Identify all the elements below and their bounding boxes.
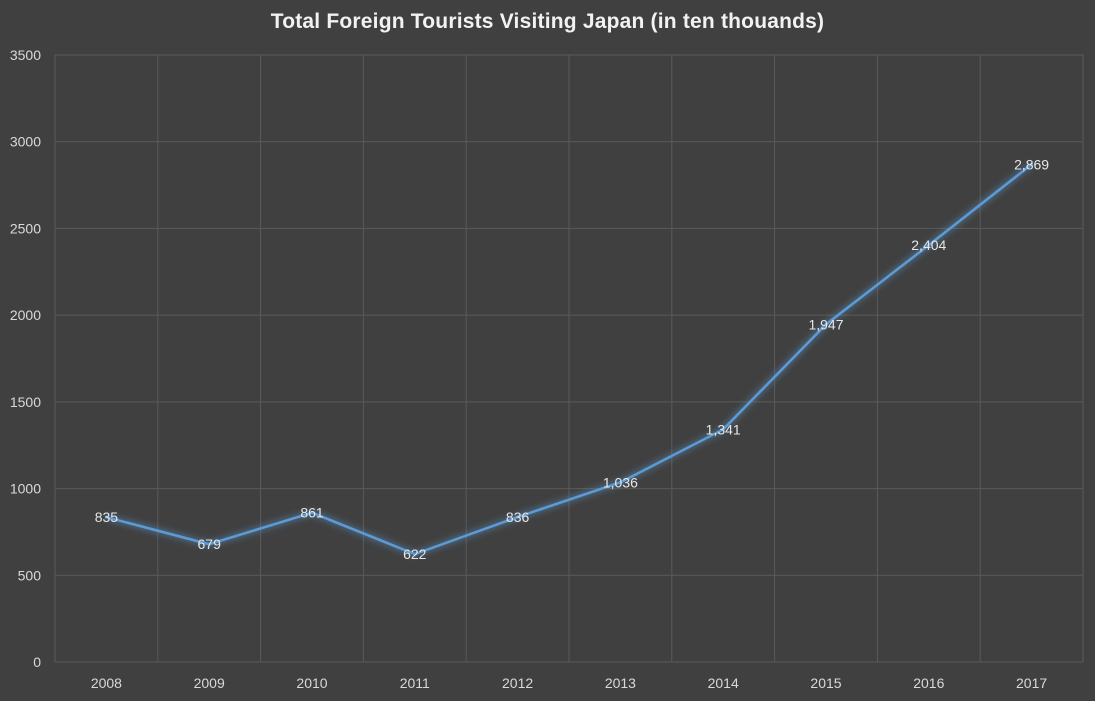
- y-tick-label: 0: [33, 654, 41, 670]
- y-tick-label: 2500: [10, 220, 41, 236]
- data-label: 861: [300, 505, 324, 521]
- data-point: [721, 427, 725, 431]
- y-axis: 0 500 1000 1500 2000 2500 3000 3500: [10, 47, 41, 670]
- data-point: [413, 552, 417, 556]
- grid: [54, 54, 1084, 663]
- x-tick-label: 2015: [810, 675, 841, 691]
- x-tick-label: 2016: [913, 675, 944, 691]
- data-label: 1,947: [808, 316, 843, 332]
- y-tick-label: 500: [18, 567, 42, 583]
- data-point: [207, 542, 211, 546]
- x-tick-label: 2010: [296, 675, 327, 691]
- data-point: [1030, 162, 1034, 166]
- data-label: 836: [506, 509, 530, 525]
- y-tick-label: 3500: [10, 47, 41, 63]
- data-label: 835: [95, 509, 119, 525]
- chart-title: Total Foreign Tourists Visiting Japan (i…: [270, 10, 825, 33]
- x-tick-label: 2011: [400, 675, 430, 691]
- data-point: [618, 480, 622, 484]
- data-label: 2,869: [1014, 156, 1049, 172]
- series-layer: [104, 162, 1034, 556]
- x-axis: 2008 2009 2010 2011 2012 2013 2014 2015 2016 2017: [91, 675, 1048, 691]
- y-tick-label: 2000: [10, 307, 41, 323]
- y-tick-label: 3000: [10, 134, 41, 150]
- data-point: [927, 243, 931, 247]
- data-label: 679: [198, 536, 222, 552]
- y-tick-label: 1500: [10, 394, 41, 410]
- x-tick-label: 2014: [708, 675, 739, 691]
- data-point: [516, 515, 520, 519]
- data-label: 622: [403, 546, 427, 562]
- data-labels: 835 679 861 622 836 1,036 1,341 1,947 2,404 2,869: [95, 156, 1050, 562]
- series-line: [106, 163, 1033, 556]
- data-point: [310, 511, 314, 515]
- x-tick-label: 2009: [194, 675, 225, 691]
- data-label: 1,036: [603, 474, 638, 490]
- x-tick-label: 2012: [502, 675, 533, 691]
- y-tick-label: 1000: [10, 481, 41, 497]
- data-label: 2,404: [911, 237, 946, 253]
- data-point: [104, 515, 108, 519]
- x-tick-label: 2017: [1016, 675, 1047, 691]
- data-point: [824, 322, 828, 326]
- data-label: 1,341: [706, 421, 741, 437]
- x-tick-label: 2013: [605, 675, 636, 691]
- x-tick-label: 2008: [91, 675, 122, 691]
